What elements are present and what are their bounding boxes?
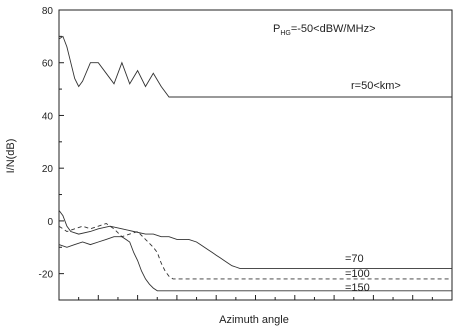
r100-label: =100 — [345, 268, 370, 280]
y-tick-label: 60 — [42, 59, 54, 70]
series-line-1 — [58, 35, 452, 98]
series-line-4 — [58, 236, 452, 292]
plot-frame — [58, 9, 453, 301]
power-main: P — [273, 23, 280, 35]
power-sub: HG — [280, 30, 291, 37]
r150-label: =150 — [345, 282, 370, 294]
power-annotation: PHG=-50<dBW/MHz> — [273, 23, 376, 37]
y-tick-label: 80 — [42, 6, 54, 17]
r70-label: =70 — [345, 253, 364, 265]
y-tick-label: 0 — [47, 217, 53, 228]
axes: -20 0 20 40 60 80 — [39, 6, 453, 301]
y-axis-label: I/N(dB) — [5, 139, 17, 174]
y-tick-label: -20 — [39, 270, 54, 281]
series-group — [58, 35, 452, 292]
labels-group: Azimuth angle I/N(dB) PHG=-50<dBW/MHz> r… — [5, 23, 401, 326]
r50-label: r=50<km> — [351, 80, 401, 92]
series-line-2 — [58, 210, 452, 269]
series-line-3 — [58, 223, 452, 280]
power-rest: =-50<dBW/MHz> — [291, 23, 376, 35]
y-tick-label: 40 — [42, 111, 54, 122]
y-tick-label: 20 — [42, 164, 54, 175]
x-axis-label: Azimuth angle — [219, 314, 289, 326]
